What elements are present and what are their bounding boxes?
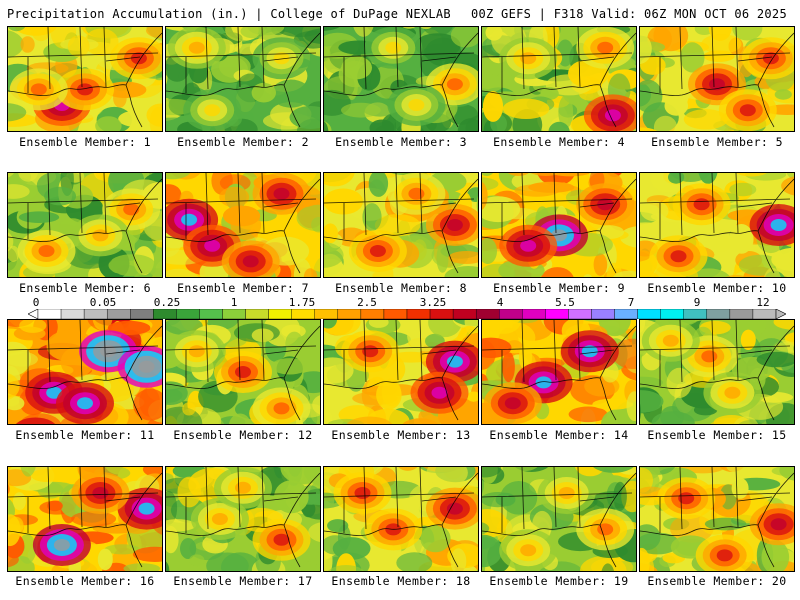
ensemble-member-map bbox=[7, 466, 163, 572]
colorbar-swatch bbox=[222, 309, 246, 319]
colorbar-swatch bbox=[568, 309, 592, 319]
colorbar-swatch bbox=[475, 309, 500, 319]
colorbar-swatch bbox=[37, 309, 62, 319]
colorbar-swatch bbox=[176, 309, 200, 319]
ensemble-member-map bbox=[165, 172, 321, 278]
header-valid-time: 00Z GEFS | F318 Valid: 06Z MON OCT 06 20… bbox=[470, 7, 787, 21]
ensemble-member-caption: Ensemble Member: 11 bbox=[15, 428, 155, 442]
ensemble-member-caption: Ensemble Member: 8 bbox=[335, 281, 467, 295]
ensemble-member-caption: Ensemble Member: 10 bbox=[647, 281, 787, 295]
ensemble-member-map bbox=[639, 26, 795, 132]
ensemble-member-map bbox=[165, 466, 321, 572]
ensemble-member-caption: Ensemble Member: 12 bbox=[173, 428, 313, 442]
ensemble-member-map bbox=[481, 466, 637, 572]
ensemble-member-caption: Ensemble Member: 2 bbox=[177, 135, 309, 149]
ensemble-member-map bbox=[481, 172, 637, 278]
colorbar-swatch bbox=[406, 309, 431, 319]
colorbar-swatch bbox=[752, 309, 777, 319]
colorbar-swatch bbox=[245, 309, 269, 319]
colorbar-swatch bbox=[360, 309, 385, 319]
colorbar-swatch bbox=[83, 309, 108, 319]
ensemble-member-map bbox=[323, 172, 479, 278]
colorbar-swatch bbox=[729, 309, 754, 319]
colorbar-swatch bbox=[268, 309, 292, 319]
colorbar-swatch bbox=[291, 309, 315, 319]
ensemble-member-map bbox=[7, 172, 163, 278]
colorbar-label: 5.5 bbox=[555, 296, 575, 309]
ensemble-member-caption: Ensemble Member: 6 bbox=[19, 281, 151, 295]
colorbar-swatch bbox=[337, 309, 362, 319]
colorbar-label: 12 bbox=[756, 296, 770, 309]
ensemble-member-caption: Ensemble Member: 14 bbox=[489, 428, 629, 442]
ensemble-member-map bbox=[481, 319, 637, 425]
colorbar-swatch bbox=[614, 309, 638, 319]
ensemble-member-caption: Ensemble Member: 4 bbox=[493, 135, 625, 149]
ensemble-member-caption: Ensemble Member: 5 bbox=[651, 135, 783, 149]
ensemble-member-map bbox=[165, 319, 321, 425]
ensemble-member-map bbox=[481, 26, 637, 132]
colorbar-label: 2.5 bbox=[357, 296, 377, 309]
colorbar-swatch bbox=[637, 309, 661, 319]
ensemble-member-caption: Ensemble Member: 7 bbox=[177, 281, 309, 295]
colorbar-swatch bbox=[706, 309, 731, 319]
ensemble-member-caption: Ensemble Member: 13 bbox=[331, 428, 471, 442]
colorbar-swatch bbox=[106, 309, 131, 319]
colorbar-label: 3.25 bbox=[419, 296, 447, 309]
colorbar-swatch bbox=[429, 309, 454, 319]
ensemble-member-map bbox=[7, 319, 163, 425]
ensemble-member-map bbox=[639, 172, 795, 278]
colorbar bbox=[28, 309, 786, 319]
ensemble-member-map bbox=[323, 466, 479, 572]
colorbar-swatch bbox=[60, 309, 85, 319]
colorbar-swatch bbox=[153, 309, 177, 319]
colorbar-swatch bbox=[545, 309, 569, 319]
colorbar-label: 4 bbox=[496, 296, 504, 309]
ensemble-member-caption: Ensemble Member: 1 bbox=[19, 135, 151, 149]
ensemble-member-map bbox=[639, 319, 795, 425]
colorbar-label: 1 bbox=[230, 296, 238, 309]
ensemble-member-caption: Ensemble Member: 20 bbox=[647, 574, 787, 588]
colorbar-swatch bbox=[199, 309, 223, 319]
ensemble-member-caption: Ensemble Member: 9 bbox=[493, 281, 625, 295]
ensemble-member-caption: Ensemble Member: 17 bbox=[173, 574, 313, 588]
ensemble-member-map bbox=[7, 26, 163, 132]
ensemble-member-caption: Ensemble Member: 16 bbox=[15, 574, 155, 588]
colorbar-label: 9 bbox=[693, 296, 701, 309]
colorbar-swatch bbox=[591, 309, 615, 319]
colorbar-label: 0.05 bbox=[89, 296, 117, 309]
ensemble-member-map bbox=[639, 466, 795, 572]
ensemble-member-map bbox=[165, 26, 321, 132]
ensemble-member-map bbox=[323, 26, 479, 132]
colorbar-swatch bbox=[130, 309, 154, 319]
colorbar-label: 0.25 bbox=[153, 296, 181, 309]
colorbar-swatch bbox=[314, 309, 339, 319]
colorbar-swatch bbox=[452, 309, 477, 319]
colorbar-swatch bbox=[660, 309, 684, 319]
colorbar-swatch bbox=[383, 309, 408, 319]
colorbar-min-arrow bbox=[28, 309, 39, 319]
ensemble-member-map bbox=[323, 319, 479, 425]
ensemble-member-caption: Ensemble Member: 18 bbox=[331, 574, 471, 588]
colorbar-label: 0 bbox=[32, 296, 40, 309]
colorbar-swatch bbox=[683, 309, 708, 319]
header-title: Precipitation Accumulation (in.) | Colle… bbox=[7, 7, 451, 21]
colorbar-label: 7 bbox=[627, 296, 635, 309]
ensemble-member-caption: Ensemble Member: 19 bbox=[489, 574, 629, 588]
colorbar-swatch bbox=[522, 309, 546, 319]
colorbar-max-arrow bbox=[775, 309, 786, 319]
ensemble-member-caption: Ensemble Member: 15 bbox=[647, 428, 787, 442]
colorbar-label: 1.75 bbox=[288, 296, 316, 309]
ensemble-member-caption: Ensemble Member: 3 bbox=[335, 135, 467, 149]
colorbar-swatch bbox=[499, 309, 523, 319]
